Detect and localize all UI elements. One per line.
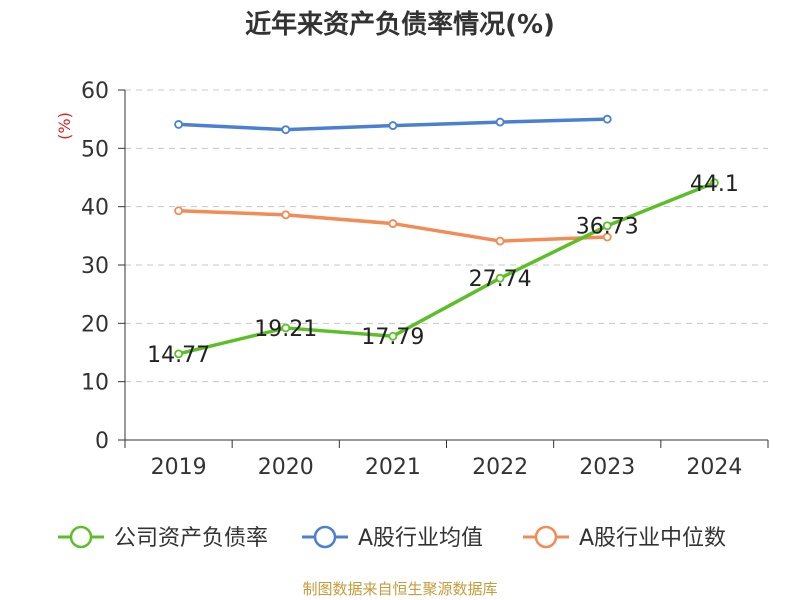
y-tick-label: 20	[81, 312, 109, 337]
data-label: 44.1	[690, 172, 739, 197]
legend-label: A股行业中位数	[579, 526, 726, 551]
data-label: 14.77	[147, 343, 210, 368]
x-tick-label: 2021	[365, 455, 421, 480]
grid-lines	[125, 89, 768, 383]
x-tick-label: 2019	[151, 455, 207, 480]
legend-item: A股行业均值	[302, 525, 483, 551]
legend-label: 公司资产负债率	[114, 526, 268, 551]
legend-item: A股行业中位数	[523, 525, 726, 551]
y-tick-label: 30	[81, 254, 109, 279]
data-points	[174, 114, 719, 359]
y-axis-label: (%)	[55, 112, 74, 140]
data-point	[495, 273, 505, 283]
x-tick-label: 2022	[472, 455, 528, 480]
data-point	[602, 232, 612, 242]
data-label: 27.74	[469, 267, 532, 292]
data-point	[281, 125, 291, 135]
data-point	[174, 349, 183, 359]
data-labels: 14.77 19.21 17.79 27.74 36.73 44.1	[147, 172, 739, 368]
x-tick-label: 2023	[579, 455, 635, 480]
axes: 0 10 20 30 40 50 60 2019 2020 2021 2022 2023 2024 (%)	[55, 79, 769, 480]
y-tick-label: 0	[95, 429, 109, 454]
y-tick-label: 40	[81, 196, 109, 221]
legend-marker	[313, 525, 337, 549]
legend-label: A股行业均值	[358, 526, 483, 551]
data-point	[281, 210, 291, 220]
x-tick-label: 2024	[686, 455, 742, 480]
data-label: 36.73	[576, 215, 639, 240]
y-tick-label: 60	[81, 79, 109, 104]
data-point	[174, 206, 183, 216]
data-point	[602, 221, 612, 231]
data-point	[388, 219, 398, 228]
legend-marker	[534, 525, 558, 549]
data-point	[388, 331, 398, 341]
y-tick-label: 50	[81, 137, 109, 162]
legend-item: 公司资产负债率	[58, 525, 268, 551]
data-point	[174, 120, 183, 129]
source-note: 制图数据来自恒生聚源数据库	[302, 580, 498, 598]
data-label: 19.21	[254, 317, 317, 342]
data-point	[495, 117, 505, 127]
data-point	[388, 121, 398, 130]
legend-marker	[69, 525, 93, 549]
data-point	[495, 236, 505, 246]
series-line-0	[178, 181, 716, 356]
data-point	[602, 114, 612, 124]
legend: 公司资产负债率 A股行业均值 A股行业中位数	[58, 525, 726, 551]
x-tick-label: 2020	[258, 455, 314, 480]
data-label: 17.79	[361, 325, 424, 350]
data-point	[710, 178, 719, 188]
data-point	[281, 323, 291, 333]
chart-title: 近年来资产负债率情况(%)	[245, 10, 555, 40]
y-tick-label: 10	[81, 371, 109, 396]
